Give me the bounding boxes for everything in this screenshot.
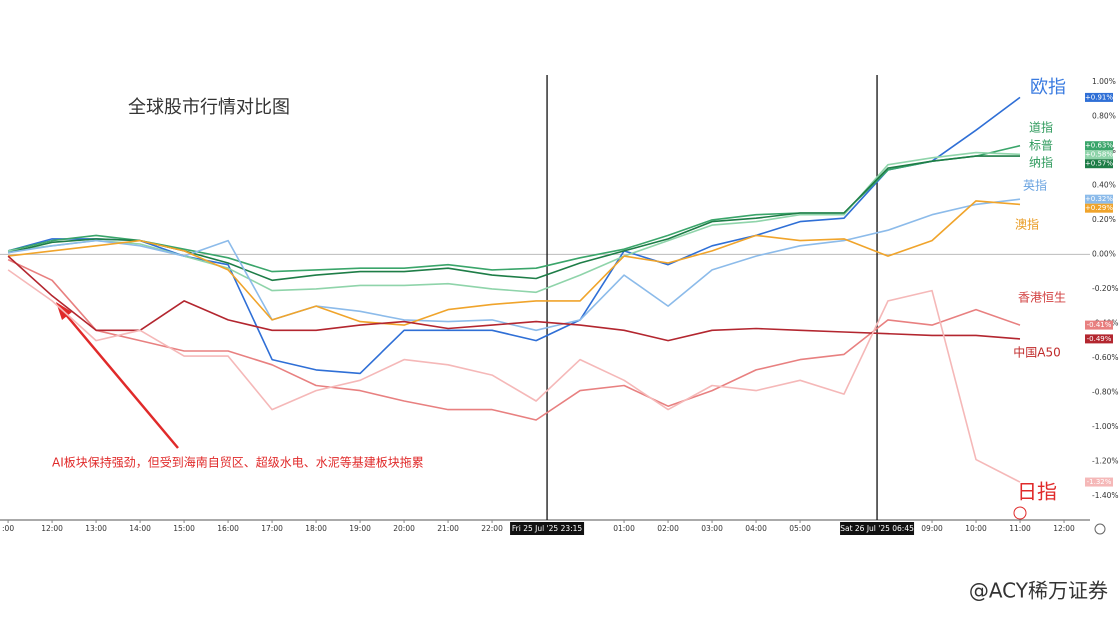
series-line xyxy=(7,258,1021,421)
y-tick-label: 0.80% xyxy=(1092,111,1116,120)
y-tick-label: -0.80% xyxy=(1092,387,1119,396)
x-tick-label: 10:00 xyxy=(965,524,987,533)
value-label: -0.41% xyxy=(1087,321,1112,329)
value-label-box xyxy=(1085,150,1113,160)
value-label: -0.49% xyxy=(1087,335,1112,343)
watermark: @ACY稀万证券 xyxy=(969,579,1108,603)
value-label-box xyxy=(1085,92,1113,102)
value-label-box xyxy=(1085,334,1113,344)
y-tick-label: -0.60% xyxy=(1092,353,1119,362)
x-tick-label: Sat 26 Jul '25 06:45 xyxy=(840,524,914,533)
x-tick-label: 17:00 xyxy=(261,524,283,533)
y-tick-label: -0.20% xyxy=(1092,284,1119,293)
series-label: 澳指 xyxy=(1015,217,1039,232)
x-tick-label: 11:00 xyxy=(1009,524,1031,533)
y-tick-label: 0.00% xyxy=(1092,249,1116,258)
bolt-icon xyxy=(1013,506,1027,520)
x-tick-label: Fri 25 Jul '25 23:15 xyxy=(512,524,583,533)
x-tick-label: 01:00 xyxy=(613,524,635,533)
value-label: +0.58% xyxy=(1085,151,1113,159)
value-label: +0.29% xyxy=(1085,204,1113,212)
series-label: 中国A50 xyxy=(1013,345,1060,360)
series-label: 道指 xyxy=(1029,120,1053,135)
y-tick-label: -1.00% xyxy=(1092,422,1119,431)
series-label: 欧指 xyxy=(1030,77,1066,98)
series-label: 香港恒生 xyxy=(1018,291,1066,305)
x-tick-label: 18:00 xyxy=(305,524,327,533)
annotation-arrow xyxy=(61,309,179,449)
y-tick-label: -1.20% xyxy=(1092,456,1119,465)
x-tick-label: 05:00 xyxy=(789,524,811,533)
value-label: +0.32% xyxy=(1085,195,1113,203)
series-line xyxy=(7,255,1021,342)
x-tick-label: 21:00 xyxy=(437,524,459,533)
x-tick-label: 22:00 xyxy=(481,524,503,533)
x-tick-highlight xyxy=(510,522,585,535)
value-label: -1.32% xyxy=(1087,478,1112,486)
value-label: +0.91% xyxy=(1085,93,1113,101)
series-line xyxy=(7,269,1021,483)
series-label: 纳指 xyxy=(1029,155,1053,170)
y-tick-label: 0.40% xyxy=(1092,180,1116,189)
value-label-box xyxy=(1085,320,1113,330)
x-tick-label: 12:00 xyxy=(1053,524,1075,533)
chart-title: 全球股市行情对比图 xyxy=(128,97,290,118)
x-tick-label: 13:00 xyxy=(85,524,107,533)
x-tick-label: 12:00 xyxy=(41,524,63,533)
x-tick-highlight xyxy=(840,522,915,535)
x-tick-label: 02:00 xyxy=(657,524,679,533)
x-tick-label: 03:00 xyxy=(701,524,723,533)
x-tick-label: 04:00 xyxy=(745,524,767,533)
series-line xyxy=(8,200,1021,326)
x-tick-label: 16:00 xyxy=(217,524,239,533)
series-label: 日指 xyxy=(1017,480,1057,504)
value-label: +0.63% xyxy=(1085,142,1113,150)
x-tick-label: :00 xyxy=(2,524,14,533)
x-tick-label: 14:00 xyxy=(129,524,151,533)
value-label-box xyxy=(1085,203,1113,213)
value-label-box xyxy=(1085,159,1113,169)
series-line xyxy=(7,198,1021,332)
annotation: AI板块保持强劲，但受到海南自贸区、超级水电、水泥等基建板块拖累 xyxy=(52,455,424,470)
settings-icon[interactable] xyxy=(1094,523,1106,535)
x-tick-label: 19:00 xyxy=(349,524,371,533)
value-label-box xyxy=(1085,477,1113,487)
value-label: +0.57% xyxy=(1085,160,1113,168)
value-label-box xyxy=(1085,194,1113,204)
x-tick-label: 09:00 xyxy=(921,524,943,533)
series-label: 标普 xyxy=(1029,139,1053,153)
y-tick-label: 0.20% xyxy=(1092,215,1116,224)
x-tick-label: 15:00 xyxy=(173,524,195,533)
x-tick-label: 20:00 xyxy=(393,524,415,533)
series-label: 英指 xyxy=(1023,178,1047,193)
y-tick-label: 1.00% xyxy=(1092,77,1116,86)
y-tick-label: -1.40% xyxy=(1092,491,1119,500)
value-label-box xyxy=(1085,141,1113,151)
